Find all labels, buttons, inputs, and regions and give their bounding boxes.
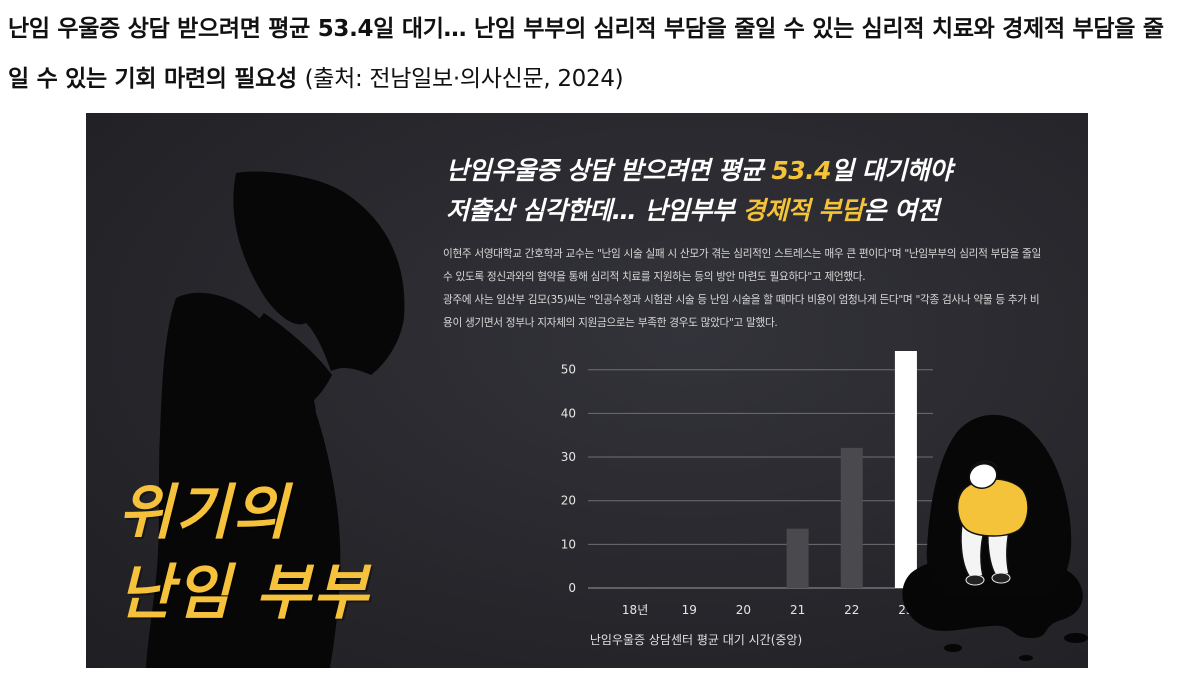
caption-headline: 난임 우울증 상담 받으려면 평균 53.4일 대기… 난임 부부의 심리적 부… bbox=[8, 16, 1164, 92]
x-tick-label: 22 bbox=[844, 603, 859, 617]
y-tick-label: 50 bbox=[561, 363, 576, 377]
y-tick-label: 10 bbox=[561, 537, 576, 551]
infographic: 난임우울증 상담 받으려면 평균 53.4일 대기해야 저출산 심각한데… 난임… bbox=[86, 113, 1088, 668]
chart-x-label: 난임우울증 상담센터 평균 대기 시간(중앙) bbox=[589, 633, 803, 647]
quote-paragraph-2: 광주에 사는 임산부 김모(35)씨는 "인공수정과 시험관 시술 등 난임 시… bbox=[443, 294, 1040, 329]
headline-highlight-days: 53.4 bbox=[771, 156, 832, 185]
infographic-headline: 난임우울증 상담 받으려면 평균 53.4일 대기해야 저출산 심각한데… 난임… bbox=[446, 151, 1066, 231]
y-tick-label: 0 bbox=[568, 581, 576, 595]
big-title-line-2: 난임 부부 bbox=[118, 558, 370, 628]
big-title: 위기의 난임 부부 bbox=[118, 473, 438, 633]
bar bbox=[786, 528, 809, 588]
x-tick-label: 21 bbox=[790, 603, 805, 617]
headline-line-2: 저출산 심각한데… 난임부부 경제적 부담은 여전 bbox=[446, 196, 940, 225]
headline-line-1: 난임우울증 상담 받으려면 평균 53.4일 대기해야 bbox=[446, 156, 952, 185]
bar bbox=[894, 351, 917, 588]
y-tick-label: 20 bbox=[561, 494, 576, 508]
y-tick-label: 40 bbox=[561, 406, 576, 420]
headline-highlight-burden: 경제적 부담 bbox=[742, 196, 864, 225]
y-tick-label: 30 bbox=[561, 450, 576, 464]
quote-paragraph-1: 이현주 서영대학교 간호학과 교수는 "난임 시술 실패 시 산모가 겪는 심리… bbox=[443, 248, 1041, 283]
x-tick-label: 19 bbox=[682, 603, 697, 617]
x-tick-label: 18년 bbox=[622, 603, 648, 617]
sad-person-silhouette-icon bbox=[146, 171, 405, 668]
x-tick-label: 20 bbox=[736, 603, 751, 617]
bar bbox=[840, 447, 863, 588]
caption-source: (출처: 전남일보·의사신문, 2024) bbox=[304, 66, 624, 92]
caption: 난임 우울증 상담 받으려면 평균 53.4일 대기… 난임 부부의 심리적 부… bbox=[8, 4, 1173, 104]
article-quote-text: 이현주 서영대학교 간호학과 교수는 "난임 시술 실패 시 산모가 겪는 심리… bbox=[443, 243, 1043, 335]
crouching-person-illustration-icon bbox=[902, 414, 1088, 661]
big-title-line-1: 위기의 bbox=[118, 478, 290, 548]
